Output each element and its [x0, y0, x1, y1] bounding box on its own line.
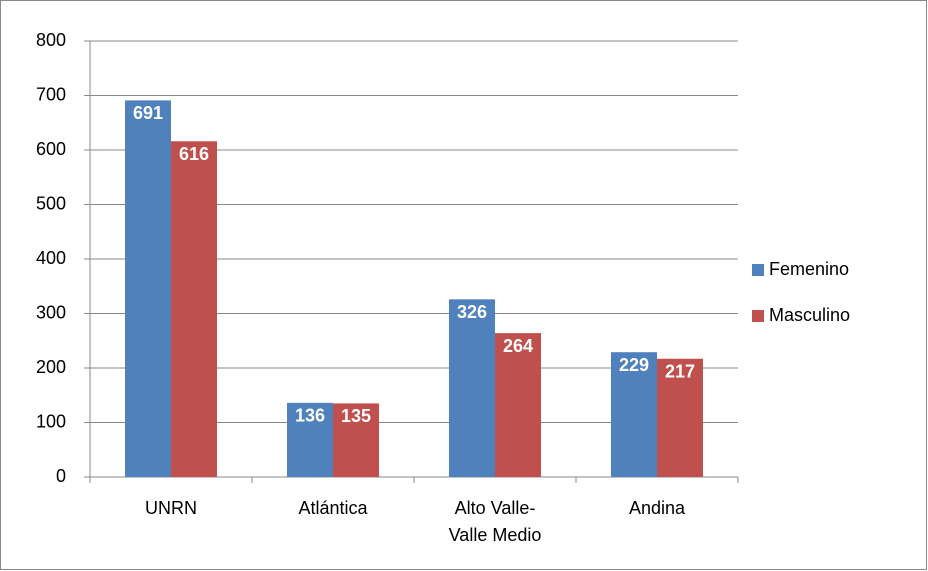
y-tick-label: 600 — [36, 139, 66, 159]
bar — [287, 402, 333, 477]
y-tick-label: 400 — [36, 248, 66, 268]
legend-swatch — [752, 264, 764, 276]
legend-label: Femenino — [769, 259, 849, 279]
bar — [171, 141, 217, 477]
value-label: 691 — [133, 103, 163, 123]
legend-swatch — [752, 310, 764, 322]
x-tick-label: Atlántica — [298, 498, 368, 518]
legend-label: Masculino — [769, 305, 850, 325]
y-tick-label: 700 — [36, 84, 66, 104]
y-tick-label: 100 — [36, 411, 66, 431]
value-label: 616 — [179, 144, 209, 164]
value-label: 229 — [619, 355, 649, 375]
x-tick-label-line: Valle Medio — [449, 525, 542, 545]
bar — [495, 333, 541, 477]
bar — [449, 299, 495, 477]
bar — [657, 358, 703, 477]
value-label: 326 — [457, 302, 487, 322]
y-tick-label: 200 — [36, 357, 66, 377]
value-label: 264 — [503, 336, 533, 356]
bar — [611, 352, 657, 477]
y-tick-label: 300 — [36, 302, 66, 322]
x-tick-label-line: Alto Valle- — [455, 498, 536, 518]
y-tick-label: 0 — [56, 466, 66, 486]
y-tick-label: 500 — [36, 193, 66, 213]
value-label: 217 — [665, 361, 695, 381]
x-tick-label: UNRN — [145, 498, 197, 518]
y-tick-label: 800 — [36, 30, 66, 50]
x-tick-label: Andina — [629, 498, 686, 518]
bar — [333, 403, 379, 477]
bar — [125, 100, 171, 477]
value-label: 135 — [341, 406, 371, 426]
x-tick-label: Alto Valle- Valle Medio — [449, 498, 542, 545]
value-label: 136 — [295, 406, 325, 426]
